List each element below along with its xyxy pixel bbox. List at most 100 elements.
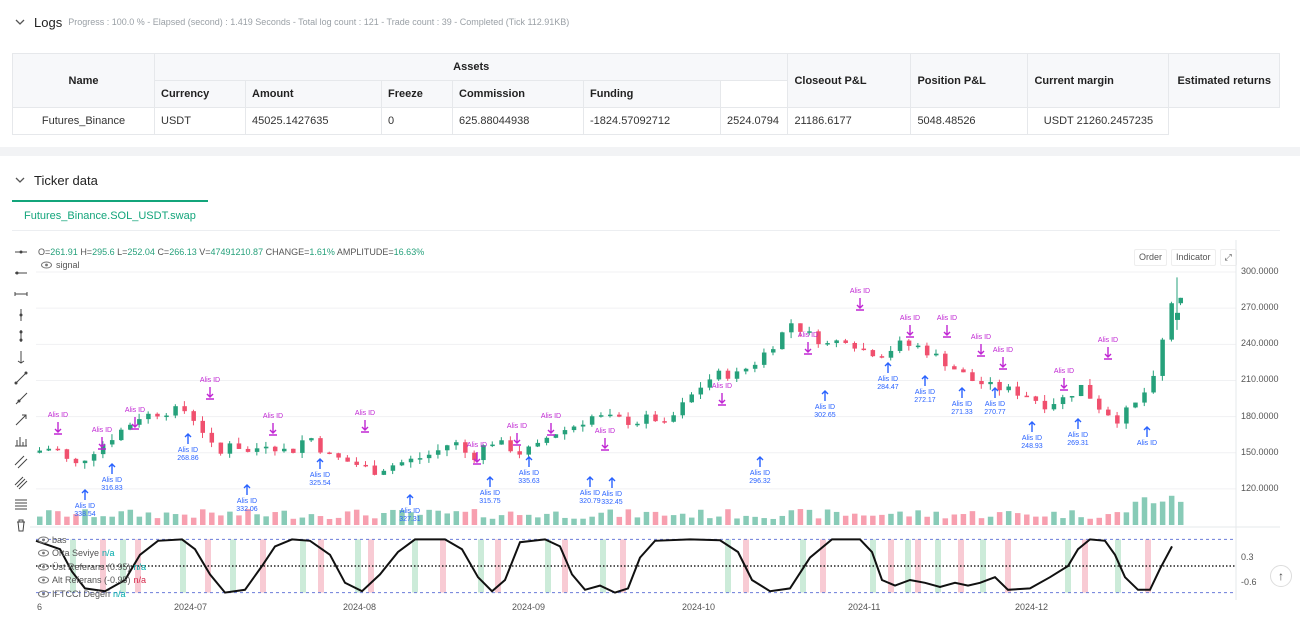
time-tick-label: 2024-07 [174,602,208,612]
price-tick-label: 120.0000 [1241,482,1279,493]
scroll-to-top-button[interactable]: ↑ [1270,565,1292,587]
cell-estimated-returns: USDT 21260.2457235 [1027,107,1170,135]
fullscreen-icon[interactable]: ⤢ [1219,249,1237,266]
indicator-legend-item[interactable]: Üst Referans (0.95) n/a [38,562,146,572]
col-amount: Amount [245,80,382,108]
col-name: Name [12,53,155,108]
indicator-value: n/a [133,562,147,572]
col-position-pnl: Position P&L [910,53,1029,108]
cell-closeout-pnl: 2524.0794 [719,107,789,135]
price-tick-label: 240.0000 [1241,338,1279,349]
col-commission: Commission [452,80,584,108]
vertical-segment-tool-icon[interactable] [12,327,30,345]
ray-tool-icon[interactable] [12,390,30,408]
tab-divider [12,230,1280,231]
indicator-legend-item[interactable]: Orta Seviye n/a [38,548,115,558]
eye-icon[interactable] [41,261,52,269]
indicator-name: Üst Referans (0.95) [52,562,131,572]
volume-label: V= [199,247,211,257]
col-closeout-pnl: Closeout P&L [787,53,912,108]
drawing-toolbar [12,243,32,537]
col-current-margin: Current margin [1027,53,1170,108]
time-tick-label: 2024-10 [682,602,716,612]
price-tick-label: 300.0000 [1241,266,1279,277]
ticker-title: Ticker data [34,172,98,188]
extended-line-tool-icon[interactable] [12,285,30,303]
indicator-legend-item[interactable]: Alt Referans (-0.95) n/a [38,575,146,585]
amplitude-value: 16.63% [393,247,425,257]
time-tick-label: 2024-09 [512,602,546,612]
tab-sol-usdt-swap[interactable]: Futures_Binance.SOL_USDT.swap [12,200,208,230]
open-value: 261.91 [50,247,78,257]
order-button[interactable]: Order [1134,249,1168,266]
col-estimated-returns: Estimated returns [1168,53,1280,108]
cell-amount: 45025.1427635 [245,107,382,135]
vertical-line-tool-icon[interactable] [12,306,30,324]
volume-value: 47491210.87 [210,247,264,257]
eye-icon[interactable] [38,549,49,557]
indicator-name: bas [52,535,67,545]
price-tick-label: 210.0000 [1241,374,1279,385]
indicator-name: IFTCCI Değeri [52,589,111,599]
price-line-tool-icon[interactable] [12,348,30,366]
col-assets: Assets [153,53,789,81]
logs-title: Logs [34,14,63,30]
signal-legend[interactable]: signal [41,260,80,270]
indicator-legend-item[interactable]: IFTCCI Değeri n/a [38,589,126,599]
logs-progress: Progress : 100.0 % - Elapsed (second) : … [68,17,570,27]
eye-icon[interactable] [38,576,49,584]
logs-panel: Logs Progress : 100.0 % - Elapsed (secon… [0,0,1300,147]
indicator-value: n/a [133,575,147,585]
change-value: 1.61% [309,247,335,257]
horizontal-ray-tool-icon[interactable] [12,264,30,282]
chevron-down-icon[interactable] [12,14,28,30]
horizontal-line-tool-icon[interactable] [12,243,30,261]
eye-icon[interactable] [38,563,49,571]
price-tick-label: 270.0000 [1241,302,1279,313]
low-value: 252.04 [127,247,155,257]
time-tick-label: 6 [37,602,43,612]
col-freeze: Freeze [381,80,453,108]
oscillator-tick-label: 0.3 [1241,551,1254,562]
col-funding: Funding [583,80,721,108]
chevron-down-icon[interactable] [12,172,28,188]
amplitude-label: AMPLITUDE= [336,247,394,257]
ticker-header[interactable]: Ticker data [12,170,98,190]
signal-label: signal [56,260,80,270]
price-range-tool-icon[interactable] [12,432,30,450]
parallel-channel-tool-icon[interactable] [12,453,30,471]
cell-funding: -1824.57092712 [583,107,721,135]
high-value: 295.6 [92,247,115,257]
trash-icon[interactable] [12,516,30,534]
fib-retracement-tool-icon[interactable] [12,495,30,513]
cell-current-margin: 5048.48526 [910,107,1029,135]
cell-currency: USDT [154,107,246,135]
low-label: L= [117,247,128,257]
indicator-legend-item[interactable]: bas [38,535,67,545]
close-label: C= [157,247,170,257]
logs-header[interactable]: Logs Progress : 100.0 % - Elapsed (secon… [12,12,569,32]
indicator-value: n/a [113,589,126,599]
oscillator-tick-label: -0.6 [1241,576,1257,587]
assets-table: Name Assets Closeout P&L Position P&L Cu… [12,53,1280,135]
cell-position-pnl: 21186.6177 [787,107,912,135]
arrow-tool-icon[interactable] [12,411,30,429]
trend-line-tool-icon[interactable] [12,369,30,387]
price-tick-label: 150.0000 [1241,446,1279,457]
fib-channel-tool-icon[interactable] [12,474,30,492]
close-value: 266.13 [169,247,197,257]
price-tick-label: 180.0000 [1241,410,1279,421]
indicator-button[interactable]: Indicator [1171,249,1216,266]
cell-commission: 625.88044938 [452,107,584,135]
change-label: CHANGE= [265,247,310,257]
cell-name: Futures_Binance [12,107,155,135]
time-tick-label: 2024-08 [343,602,377,612]
col-currency: Currency [154,80,246,108]
eye-icon[interactable] [38,590,49,598]
table-row: Futures_Binance USDT 45025.1427635 0 625… [12,107,1280,135]
ohlc-readout: O=261.91 H=295.6 L=252.04 C=266.13 V=474… [38,247,424,257]
eye-icon[interactable] [38,536,49,544]
time-tick-label: 2024-12 [1015,602,1049,612]
indicator-name: Alt Referans (-0.95) [52,575,131,585]
cell-freeze: 0 [381,107,453,135]
